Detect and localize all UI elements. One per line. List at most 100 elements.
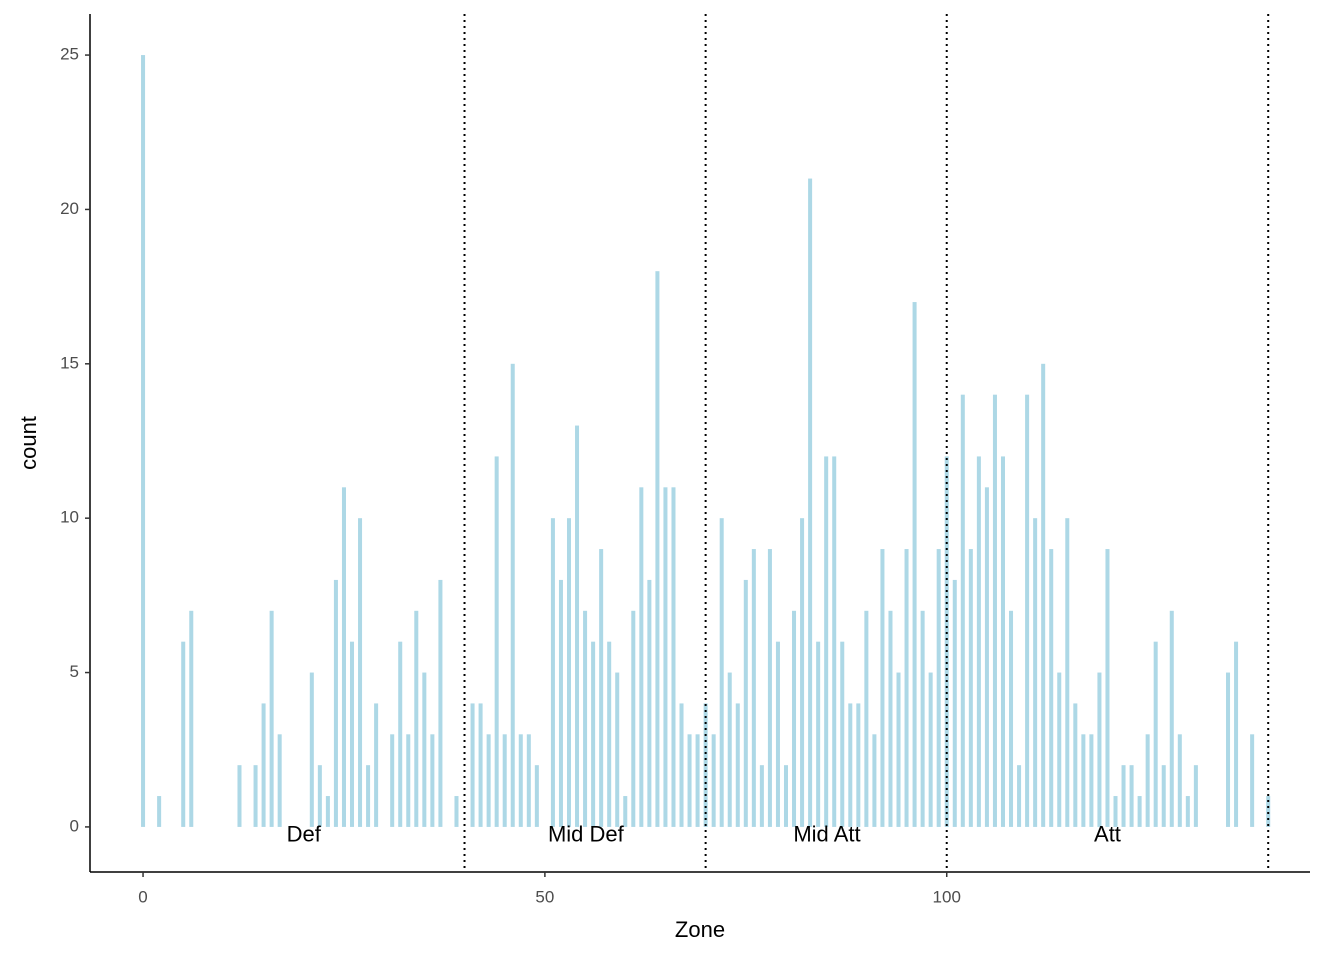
bar: [406, 734, 411, 827]
bar: [566, 518, 572, 827]
zone-label: Mid Att: [793, 822, 860, 847]
bar: [526, 734, 531, 827]
bar: [1153, 641, 1158, 827]
bar: [832, 456, 837, 827]
y-tick-label: 20: [60, 199, 79, 218]
bar: [390, 734, 395, 827]
bar: [341, 487, 346, 827]
bar: [655, 271, 660, 827]
bar: [1145, 734, 1150, 827]
bar: [1033, 518, 1038, 827]
bar: [1137, 796, 1142, 827]
bar: [952, 579, 957, 827]
x-tick-label: 100: [933, 887, 961, 906]
y-tick-label: 25: [60, 45, 79, 64]
bar: [687, 734, 692, 827]
zone-label: Def: [287, 822, 322, 847]
bar: [767, 549, 772, 827]
bar: [583, 610, 588, 827]
bar: [494, 456, 499, 827]
bar: [880, 549, 885, 827]
bar: [888, 610, 893, 827]
bar: [470, 703, 475, 827]
bar: [711, 734, 716, 827]
bar: [615, 672, 620, 827]
bar: [984, 487, 989, 827]
bar: [1250, 734, 1255, 827]
zone-label: Mid Def: [548, 822, 625, 847]
bar: [631, 610, 636, 827]
bar: [1177, 734, 1182, 827]
bar: [928, 672, 933, 827]
bar: [976, 456, 981, 827]
y-tick-label: 15: [60, 353, 79, 372]
bar: [920, 610, 925, 827]
bar: [157, 796, 162, 827]
bar: [775, 641, 780, 827]
bar: [1234, 641, 1239, 827]
bar: [502, 734, 507, 827]
bar: [575, 425, 580, 827]
bar: [1065, 518, 1070, 827]
bar: [486, 734, 491, 827]
bar: [1049, 549, 1054, 827]
bar: [309, 672, 314, 827]
x-tick-label: 50: [535, 887, 554, 906]
bar: [607, 641, 612, 827]
bar: [936, 549, 941, 827]
bar: [1185, 796, 1190, 827]
bar: [663, 487, 668, 827]
bar: [800, 518, 805, 827]
bar: [253, 765, 258, 827]
bar: [430, 734, 435, 827]
bar: [599, 549, 604, 827]
bar: [558, 579, 563, 827]
bar: [1121, 765, 1126, 827]
bar: [181, 641, 186, 827]
bar: [695, 734, 700, 827]
y-tick-label: 0: [70, 816, 79, 835]
bar: [333, 579, 338, 827]
bar: [1073, 703, 1078, 827]
bar: [679, 703, 684, 827]
bar: [1081, 734, 1086, 827]
bar: [366, 765, 371, 827]
bar: [912, 302, 917, 827]
bar: [671, 487, 676, 827]
y-tick-label: 10: [60, 508, 79, 527]
bar: [872, 734, 877, 827]
bar: [719, 518, 724, 827]
bar: [374, 703, 379, 827]
bar: [856, 703, 861, 827]
bar: [422, 672, 427, 827]
bar: [358, 518, 363, 827]
bar: [1097, 672, 1102, 827]
bar: [743, 579, 748, 827]
bar: [534, 765, 539, 827]
zone-label: Att: [1094, 822, 1121, 847]
bar: [141, 55, 146, 827]
bar: [944, 456, 949, 827]
bar: [968, 549, 973, 827]
bar: [1041, 363, 1046, 827]
bar: [269, 610, 274, 827]
y-axis-title: count: [16, 416, 41, 470]
bar: [317, 765, 322, 827]
bar: [896, 672, 901, 827]
bar: [550, 518, 555, 827]
bar: [904, 549, 909, 827]
bar: [1193, 765, 1198, 827]
bar: [438, 579, 443, 827]
bar: [816, 641, 821, 827]
bar: [992, 394, 997, 827]
bar: [783, 765, 789, 827]
bar: [751, 549, 756, 827]
bar: [1266, 796, 1271, 827]
bar: [1089, 734, 1094, 827]
bar: [1226, 672, 1231, 827]
bar: [478, 703, 483, 827]
x-axis-title: Zone: [675, 917, 725, 942]
bar: [1057, 672, 1062, 827]
